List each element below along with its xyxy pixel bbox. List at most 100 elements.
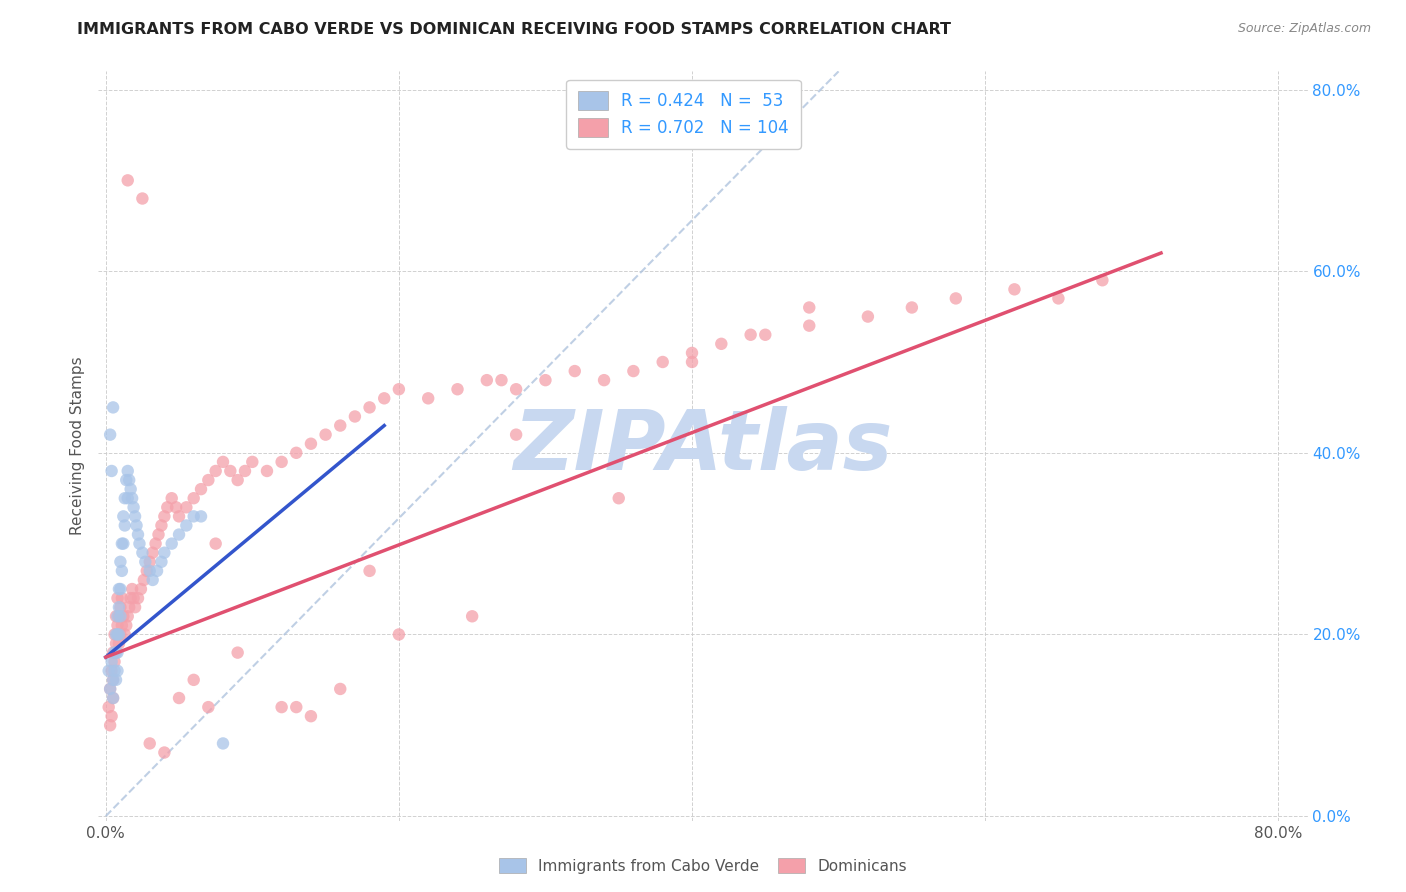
Point xyxy=(204,464,226,478)
Point xyxy=(107,609,129,624)
Point xyxy=(97,700,120,714)
Point xyxy=(270,700,292,714)
Point xyxy=(681,355,703,369)
Point xyxy=(100,655,122,669)
Point xyxy=(142,546,165,560)
Point xyxy=(153,546,176,560)
Point xyxy=(505,427,527,442)
Point xyxy=(118,600,141,615)
Point xyxy=(329,418,352,433)
Point xyxy=(103,655,125,669)
Point xyxy=(593,373,616,387)
Point xyxy=(176,500,198,515)
Point xyxy=(285,700,308,714)
Point xyxy=(117,609,139,624)
Point xyxy=(212,736,235,750)
Point xyxy=(153,746,176,760)
Point xyxy=(183,673,205,687)
Point xyxy=(534,373,557,387)
Point xyxy=(446,382,468,396)
Point xyxy=(373,392,395,406)
Point xyxy=(219,464,242,478)
Point xyxy=(135,564,157,578)
Point xyxy=(111,564,134,578)
Point xyxy=(114,518,136,533)
Point xyxy=(138,555,160,569)
Point xyxy=(101,401,124,415)
Point xyxy=(107,646,129,660)
Point xyxy=(150,555,173,569)
Point xyxy=(256,464,278,478)
Point xyxy=(190,509,212,524)
Point xyxy=(127,527,149,541)
Point xyxy=(98,681,121,696)
Point xyxy=(111,591,134,606)
Point xyxy=(197,473,219,487)
Point xyxy=(101,673,124,687)
Point xyxy=(121,582,143,596)
Point xyxy=(118,473,141,487)
Point xyxy=(110,627,132,641)
Point xyxy=(121,491,143,506)
Point xyxy=(1091,273,1114,287)
Point xyxy=(100,709,122,723)
Point xyxy=(103,646,125,660)
Point xyxy=(108,582,131,596)
Point xyxy=(299,709,322,723)
Text: ZIPAtlas: ZIPAtlas xyxy=(513,406,893,486)
Point xyxy=(131,546,153,560)
Point xyxy=(856,310,879,324)
Point xyxy=(270,455,292,469)
Point xyxy=(564,364,586,378)
Point xyxy=(103,627,125,641)
Point xyxy=(183,509,205,524)
Point xyxy=(146,564,169,578)
Point xyxy=(740,327,762,342)
Point xyxy=(124,600,146,615)
Point xyxy=(105,646,128,660)
Point xyxy=(153,509,176,524)
Point xyxy=(112,536,135,550)
Point xyxy=(110,600,132,615)
Legend: Immigrants from Cabo Verde, Dominicans: Immigrants from Cabo Verde, Dominicans xyxy=(492,852,914,880)
Point xyxy=(131,192,153,206)
Point xyxy=(359,401,381,415)
Point xyxy=(388,382,411,396)
Point xyxy=(111,618,134,632)
Point xyxy=(117,491,139,506)
Point xyxy=(190,482,212,496)
Point xyxy=(127,591,149,606)
Point xyxy=(128,536,150,550)
Point xyxy=(117,173,139,187)
Point xyxy=(150,518,173,533)
Y-axis label: Receiving Food Stamps: Receiving Food Stamps xyxy=(70,357,86,535)
Point xyxy=(142,573,165,587)
Point xyxy=(160,536,183,550)
Point xyxy=(160,491,183,506)
Point xyxy=(138,564,160,578)
Point xyxy=(212,455,235,469)
Point xyxy=(505,382,527,396)
Point xyxy=(125,518,148,533)
Point xyxy=(233,464,256,478)
Point xyxy=(108,636,131,650)
Point xyxy=(101,691,124,706)
Point xyxy=(491,373,513,387)
Point xyxy=(681,346,703,360)
Point xyxy=(107,627,129,641)
Point xyxy=(108,627,131,641)
Point xyxy=(112,509,135,524)
Point xyxy=(165,500,187,515)
Point xyxy=(343,409,366,424)
Point xyxy=(129,582,152,596)
Point xyxy=(754,327,776,342)
Point xyxy=(111,536,134,550)
Point xyxy=(799,301,821,315)
Point xyxy=(114,627,136,641)
Point xyxy=(108,609,131,624)
Point xyxy=(101,646,124,660)
Point xyxy=(197,700,219,714)
Point xyxy=(120,591,142,606)
Point xyxy=(621,364,644,378)
Point xyxy=(176,518,198,533)
